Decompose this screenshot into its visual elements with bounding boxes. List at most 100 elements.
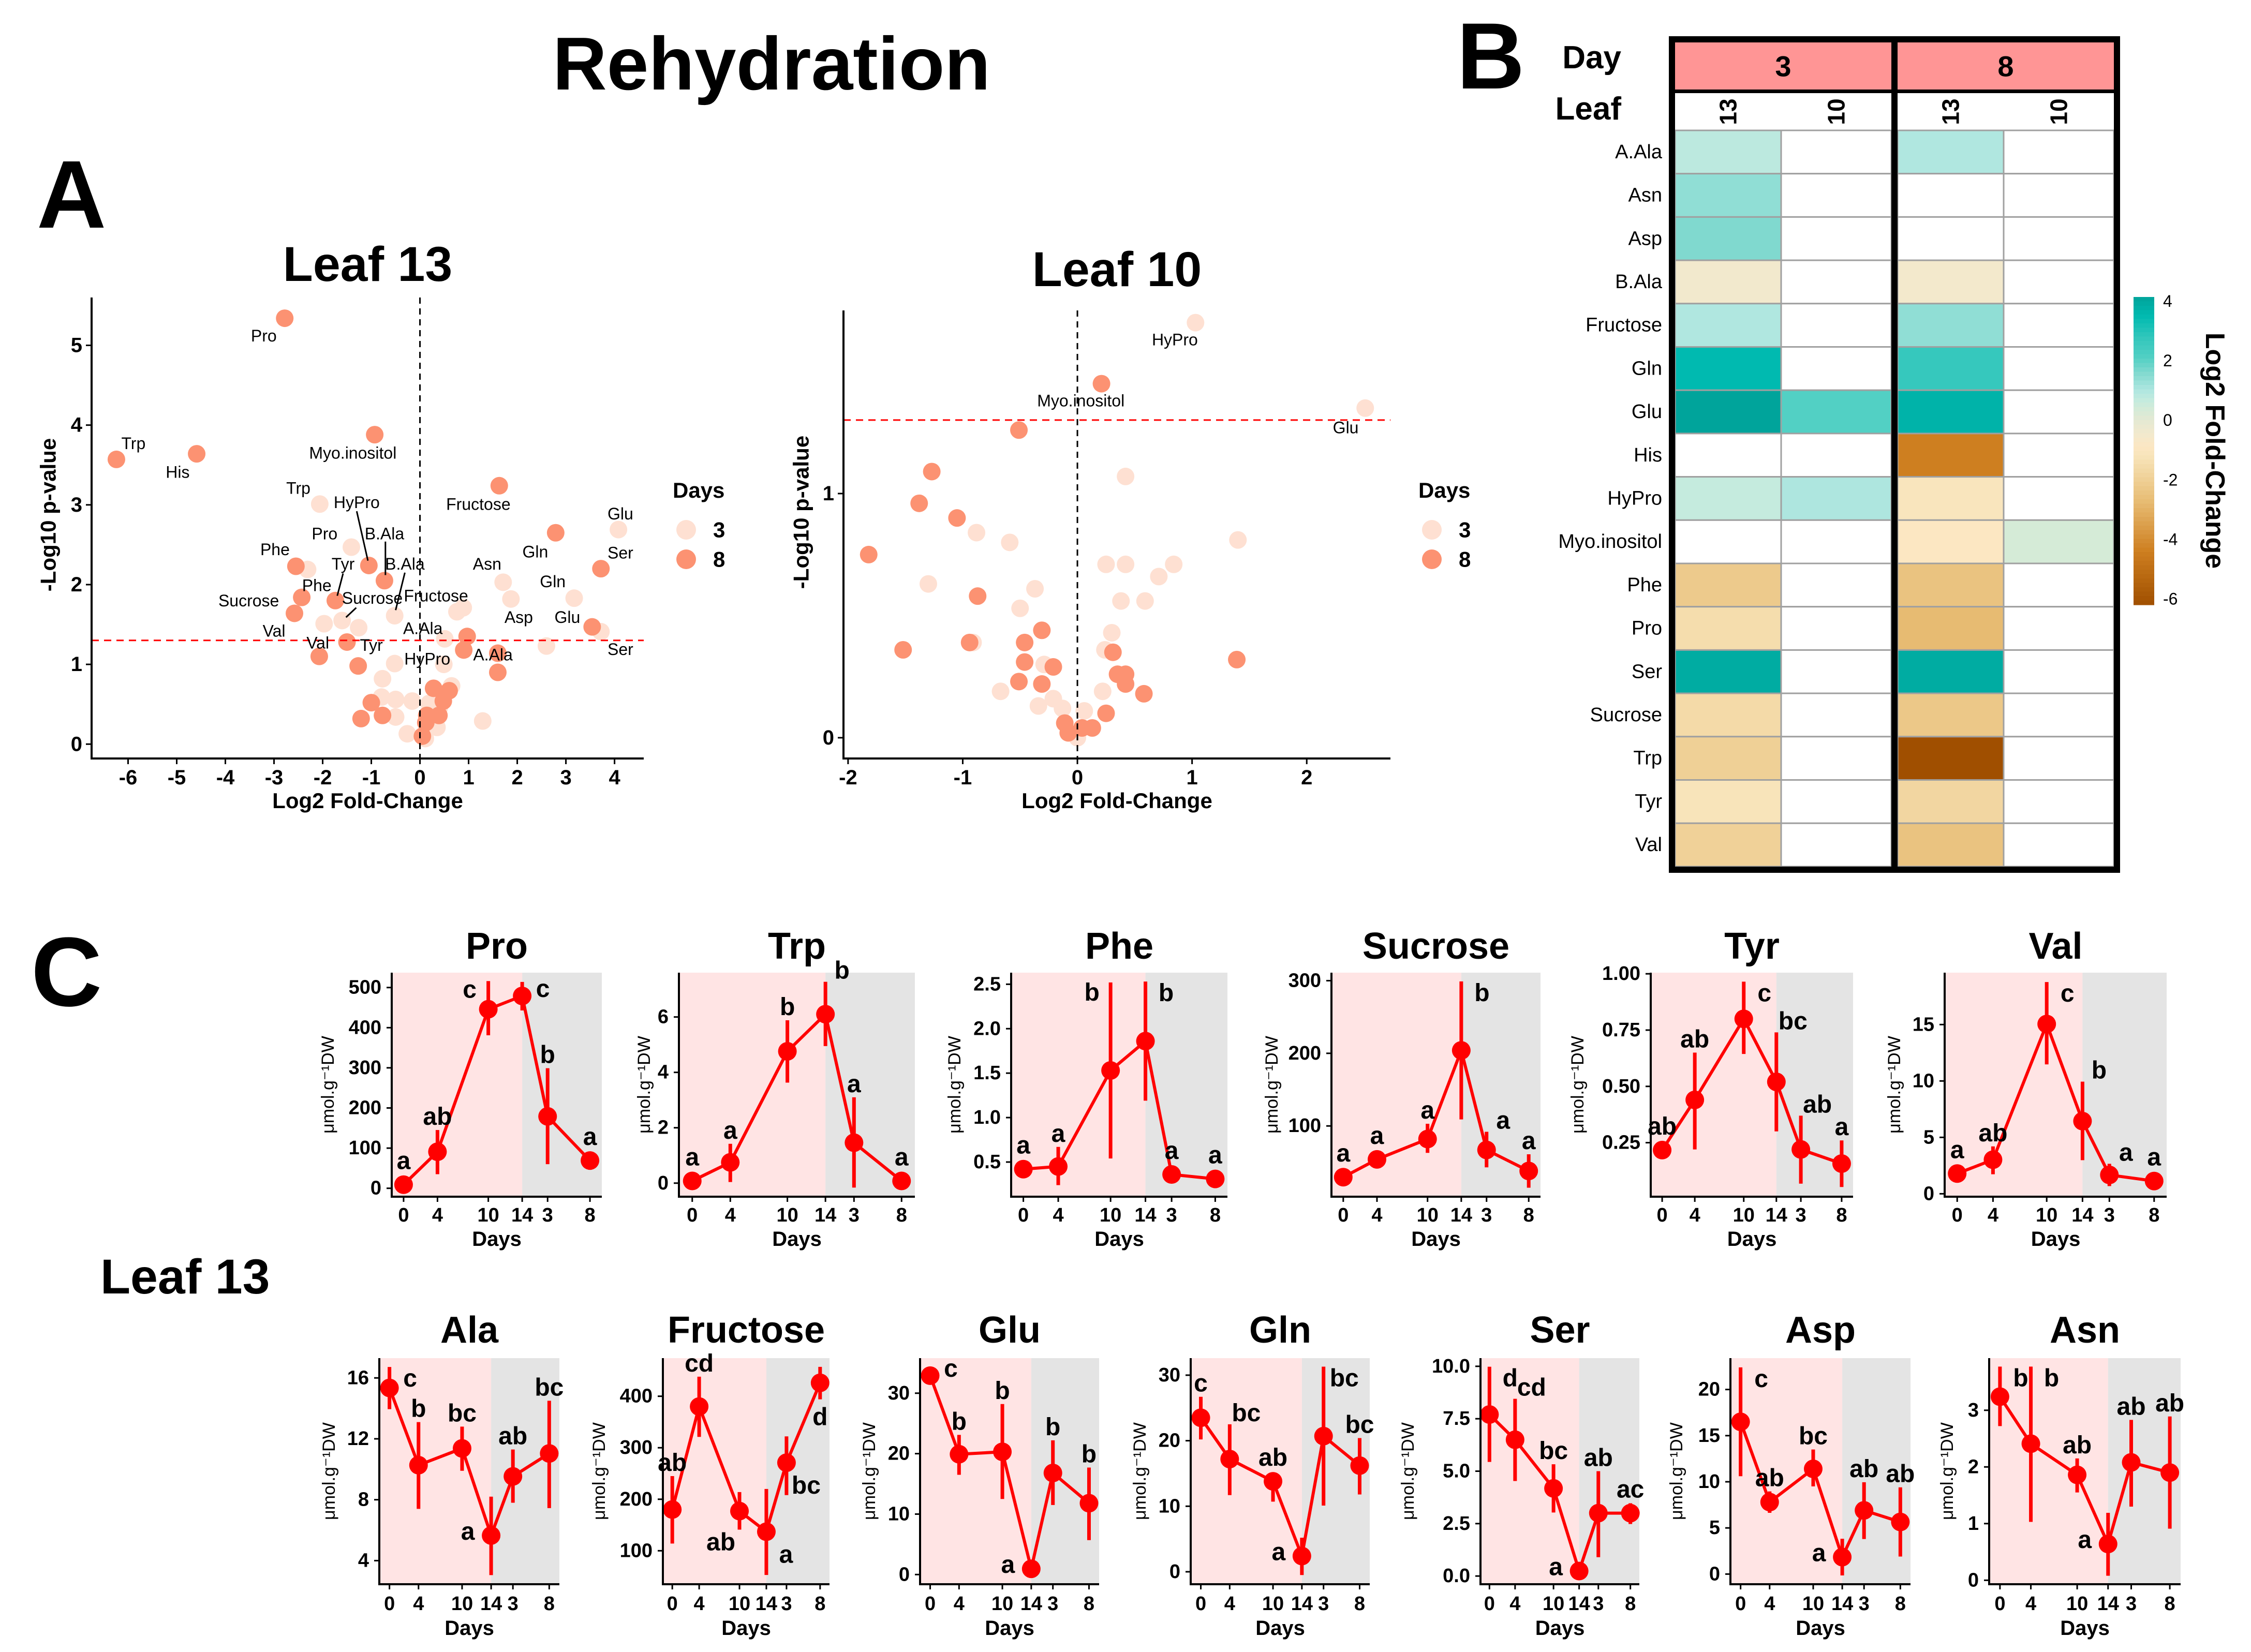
significance-letter: ab xyxy=(1978,1120,2007,1147)
panel-label-c: C xyxy=(31,917,102,1027)
data-point xyxy=(310,647,328,665)
y-axis-title: μmol.g⁻¹DW xyxy=(1262,1036,1282,1134)
colorbar-segment xyxy=(2134,526,2154,531)
data-point xyxy=(1075,702,1093,720)
data-point xyxy=(968,524,986,542)
heatmap-cell xyxy=(1780,736,1892,781)
y-tick-label: 300 xyxy=(349,1057,381,1079)
x-axis-title: Days xyxy=(721,1617,771,1640)
x-tick-label: 8 xyxy=(1625,1593,1636,1615)
colorbar-segment xyxy=(2134,570,2154,575)
data-point xyxy=(991,682,1010,701)
data-point xyxy=(1791,1140,1811,1159)
y-tick-label: 4 xyxy=(358,1550,369,1571)
significance-letter: a xyxy=(1336,1140,1350,1167)
chart-title: Asp xyxy=(1785,1309,1856,1351)
data-point xyxy=(360,556,378,574)
x-tick-label: -2 xyxy=(839,766,857,789)
chart-title: Leaf 13 xyxy=(283,237,452,292)
point-label: Fructose xyxy=(404,587,468,605)
y-tick-label: 16 xyxy=(347,1367,369,1389)
colorbar-segment xyxy=(2134,512,2154,517)
data-point xyxy=(1855,1501,1874,1520)
y-tick-label: 200 xyxy=(349,1097,381,1119)
data-point xyxy=(1685,1090,1705,1109)
colorbar-segment xyxy=(2134,359,2154,364)
data-point xyxy=(1891,1512,1910,1531)
colorbar-segment xyxy=(2134,591,2154,597)
legend-key-day-3 xyxy=(676,520,696,540)
colorbar-segment xyxy=(2134,447,2154,452)
point-label: Val xyxy=(306,633,329,652)
significance-letter: b xyxy=(1084,979,1099,1006)
y-axis-title: μmol.g⁻¹DW xyxy=(1885,1036,1904,1134)
heatmap-cell xyxy=(2003,692,2115,738)
significance-letter: a xyxy=(685,1143,699,1171)
x-tick-label: -1 xyxy=(954,766,972,789)
data-point xyxy=(860,545,878,563)
colorbar-segment xyxy=(2134,429,2154,434)
point-label: Trp xyxy=(121,434,145,453)
data-point xyxy=(1026,580,1044,598)
heatmap-cell xyxy=(2003,649,2115,694)
significance-letter: c xyxy=(403,1365,417,1392)
colorbar-segment xyxy=(2134,530,2154,535)
significance-letter: ab xyxy=(1849,1455,1878,1483)
data-point xyxy=(413,727,432,745)
colorbar-segment xyxy=(2134,407,2154,412)
colorbar-segment xyxy=(2134,301,2154,306)
x-tick-label: 14 xyxy=(756,1593,777,1615)
significance-letter: bc xyxy=(1345,1411,1374,1439)
data-point xyxy=(1135,684,1153,703)
x-tick-label: 4 xyxy=(1053,1204,1063,1226)
colorbar-segment xyxy=(2134,328,2154,333)
data-point xyxy=(326,591,344,609)
data-point xyxy=(1314,1426,1333,1446)
colorbar-tick-label: 2 xyxy=(2163,351,2172,370)
data-point xyxy=(969,587,987,605)
heatmap-cell xyxy=(1897,346,2005,391)
y-tick-label: 0.50 xyxy=(1602,1076,1640,1097)
data-point xyxy=(386,654,404,673)
x-tick-label: 8 xyxy=(896,1204,907,1226)
x-tick-label: 8 xyxy=(2149,1204,2159,1226)
heatmap-cell xyxy=(1780,519,1892,564)
x-tick-label: 0 xyxy=(1657,1204,1668,1226)
legend-title: Days xyxy=(673,478,724,502)
colorbar-segment xyxy=(2134,547,2154,553)
x-tick-label: 3 xyxy=(1047,1593,1058,1615)
significance-letter: c xyxy=(2061,980,2075,1007)
significance-letter: b xyxy=(995,1377,1010,1405)
significance-letter: bc xyxy=(1539,1437,1568,1465)
data-point xyxy=(1049,1157,1068,1176)
x-tick-label: 2 xyxy=(511,766,523,789)
data-point xyxy=(276,309,294,328)
colorbar-segment xyxy=(2134,367,2154,373)
x-tick-label: 10 xyxy=(2066,1593,2088,1615)
x-axis-title: Days xyxy=(1535,1617,1585,1640)
data-point xyxy=(565,589,583,607)
y-tick-label: 0 xyxy=(899,1564,910,1585)
significance-letter: b xyxy=(780,993,795,1021)
x-tick-label: 0 xyxy=(398,1204,409,1226)
colorbar-segment xyxy=(2134,561,2154,566)
heatmap-cell xyxy=(1897,562,2005,608)
data-point xyxy=(1228,650,1246,668)
heatmap-cell xyxy=(1897,822,2005,868)
colorbar-segment xyxy=(2134,565,2154,570)
significance-letter: c xyxy=(1757,979,1771,1007)
data-point xyxy=(1187,314,1205,332)
x-tick-label: 14 xyxy=(1291,1593,1313,1615)
x-axis-title: Days xyxy=(472,1228,522,1251)
data-point xyxy=(1059,724,1077,742)
colorbar-title: Log2 Fold-Change xyxy=(2200,333,2230,569)
x-axis-title: Days xyxy=(2031,1228,2081,1251)
volcano-leaf13-plot: Glu Trp Pro Phe Asn Gln Asp Fructose B.Ala Sucros… xyxy=(36,237,725,813)
x-axis-title: Days xyxy=(1796,1617,1845,1640)
significance-letter: ab xyxy=(1648,1113,1677,1140)
point-label: Phe xyxy=(302,576,332,594)
data-point xyxy=(1983,1150,2003,1169)
x-tick-label: 10 xyxy=(1262,1593,1284,1615)
